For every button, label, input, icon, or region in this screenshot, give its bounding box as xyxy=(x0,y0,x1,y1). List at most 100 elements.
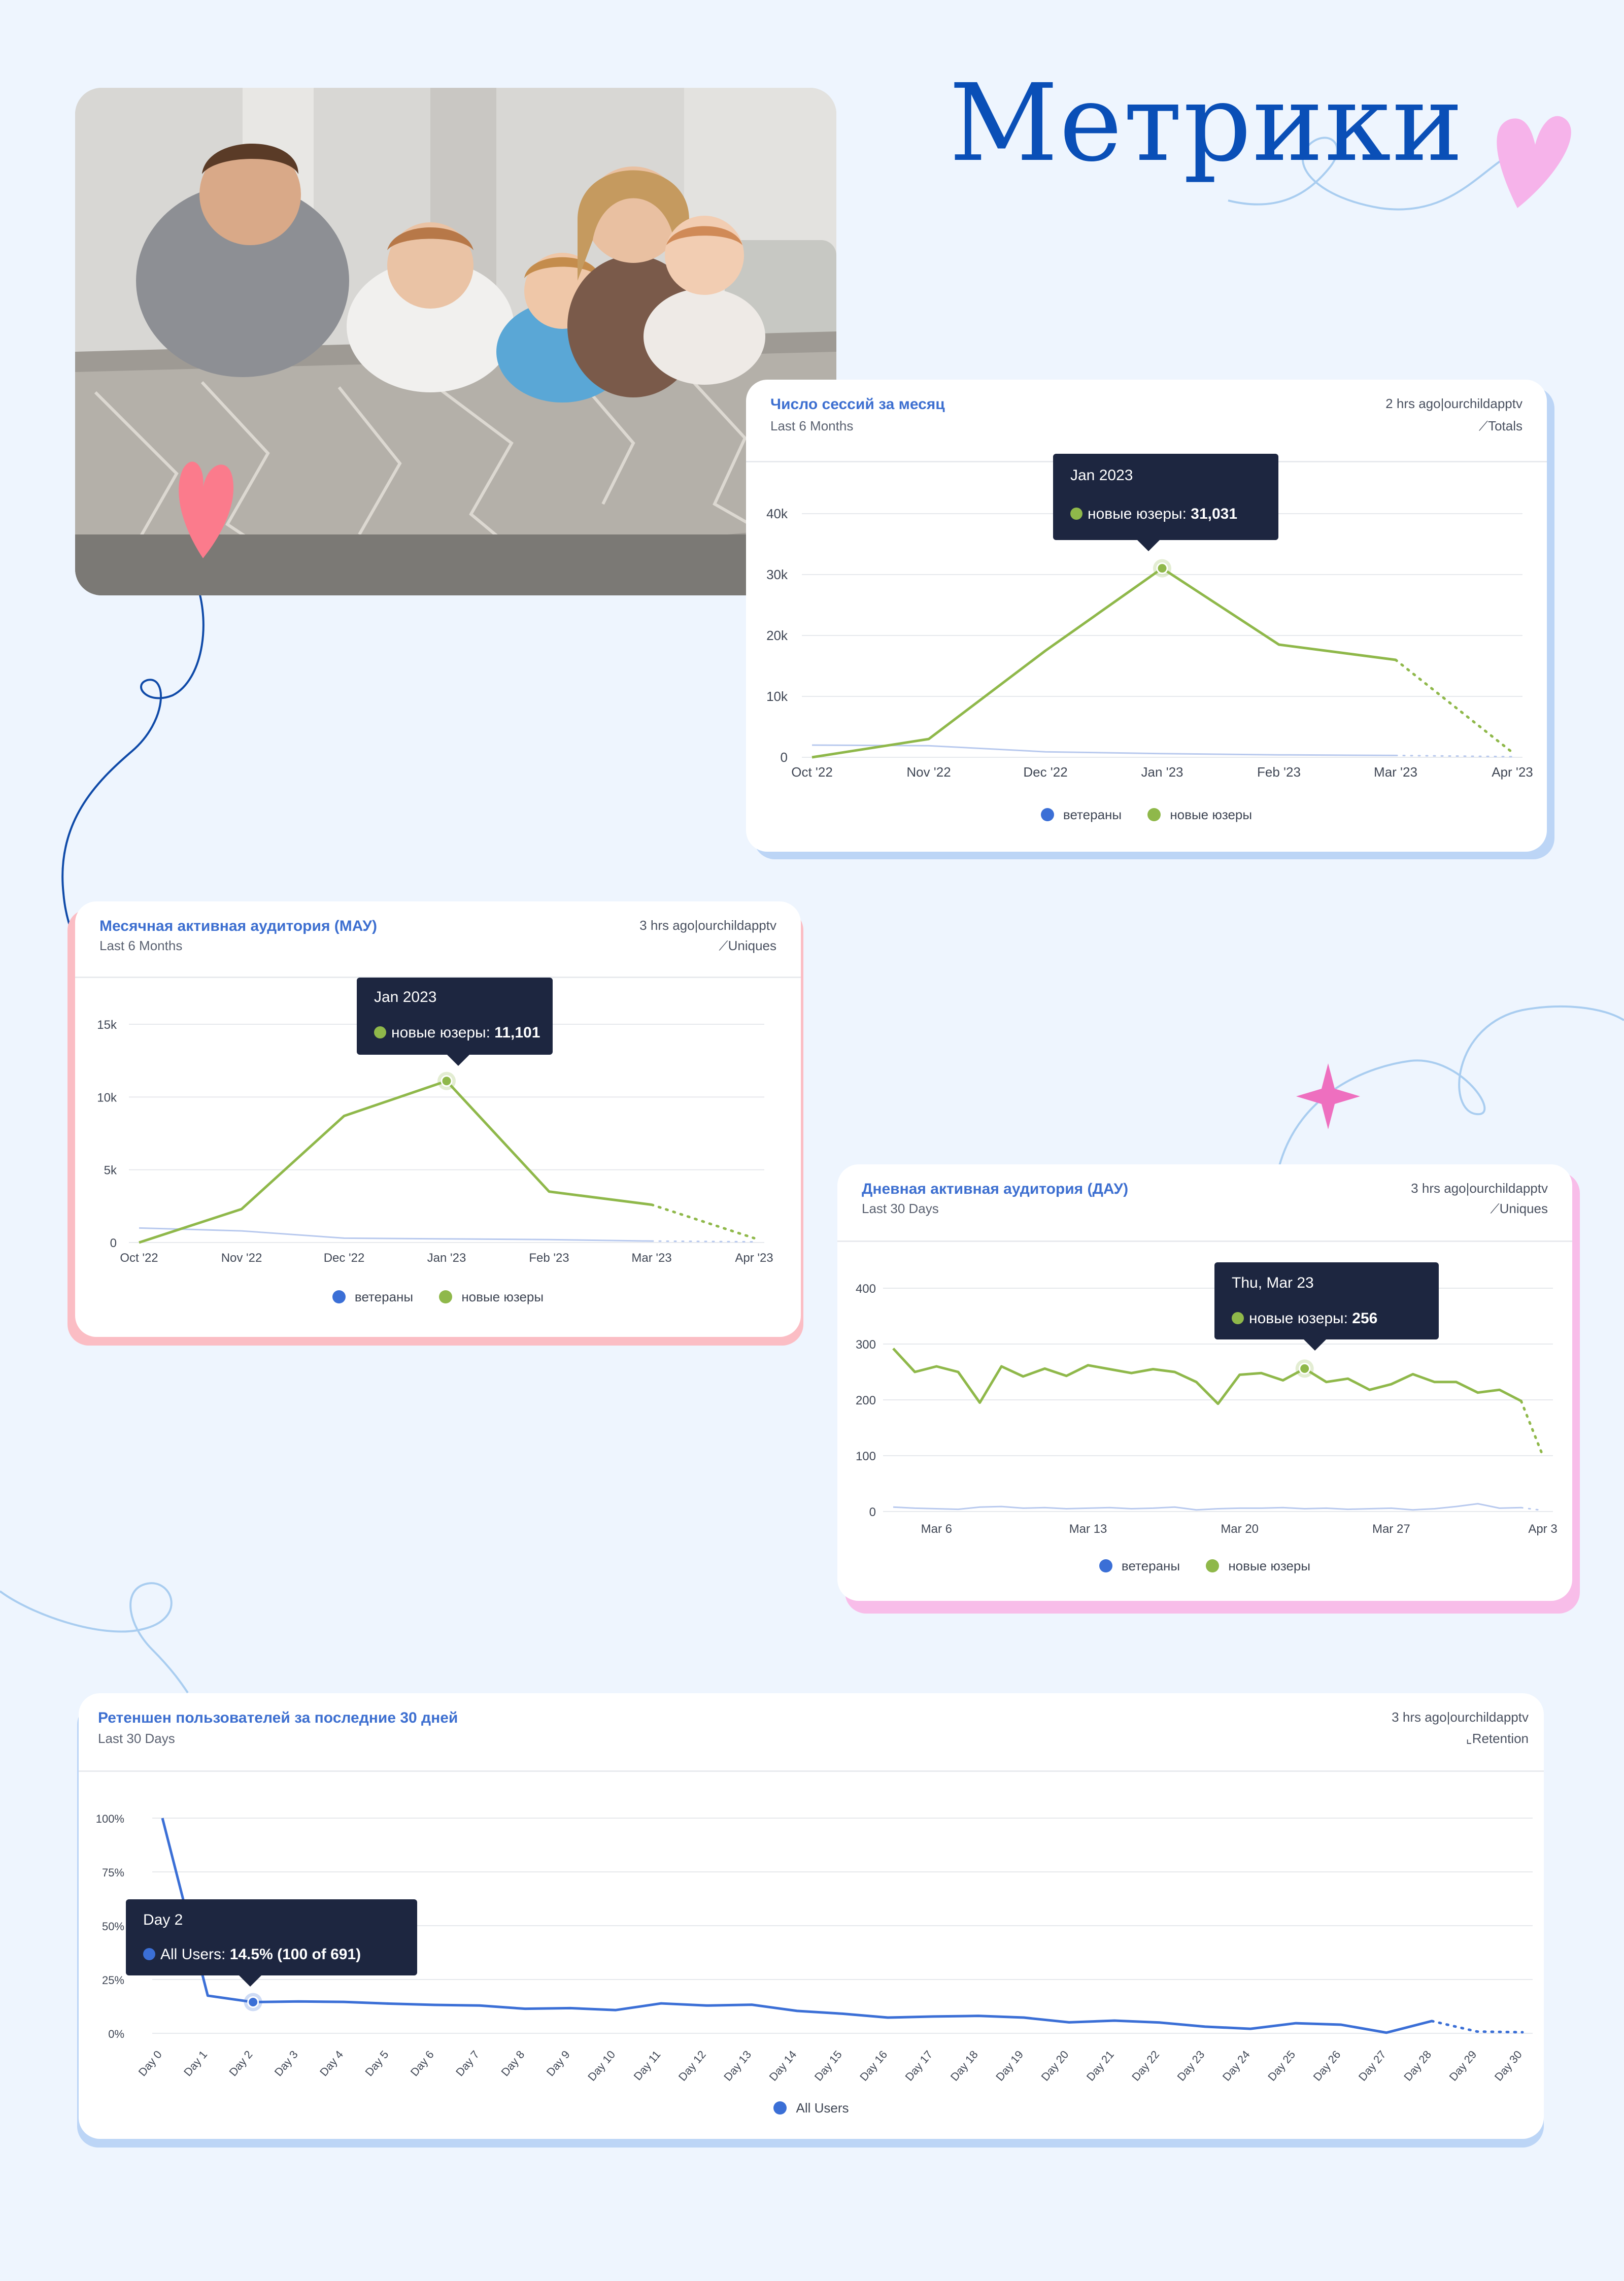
legend-item-veterans[interactable]: ветераны xyxy=(1099,1558,1180,1574)
y-tick-label: 0% xyxy=(108,2028,124,2040)
chart-mode[interactable]: ⌞Retention xyxy=(1466,1731,1529,1747)
heart-icon xyxy=(1497,116,1571,208)
line-chart-icon: ⟋ xyxy=(719,938,728,953)
page-title: Метрики xyxy=(949,61,1465,185)
series-line-incomplete xyxy=(651,1240,755,1243)
x-tick-label: Day 0 xyxy=(136,2048,164,2078)
chart-legend: ветераны новые юзеры xyxy=(746,807,1547,823)
x-tick-label: Day 14 xyxy=(767,2048,799,2083)
series-line-new-users xyxy=(811,567,1396,759)
chart-meta: 2 hrs ago|ourchildapptv xyxy=(1385,396,1522,411)
legend-dot-icon xyxy=(773,2101,787,2115)
mau-card: Месячная активная аудитория (МАУ) Last 6… xyxy=(75,901,801,1337)
decorative-swirl xyxy=(1228,137,1515,211)
legend-item-new-users[interactable]: новые юзеры xyxy=(439,1289,544,1305)
y-tick-label: 10k xyxy=(766,689,788,704)
tooltip-arrow xyxy=(1304,1339,1326,1351)
y-tick-label: 300 xyxy=(856,1338,876,1352)
y-tick-label: 10k xyxy=(97,1091,117,1104)
chart-subtitle: Last 6 Months xyxy=(99,938,183,953)
y-tick-label: 400 xyxy=(856,1282,876,1296)
series-line-new-users xyxy=(139,1080,652,1244)
chart-subtitle: Last 6 Months xyxy=(770,418,854,433)
y-tick-label: 100 xyxy=(856,1450,876,1463)
chart-title[interactable]: Месячная активная аудитория (МАУ) xyxy=(99,918,377,934)
heart-icon xyxy=(179,461,234,558)
x-tick-label: Day 8 xyxy=(498,2048,527,2078)
x-tick-label: Day 18 xyxy=(948,2048,980,2083)
x-tick-label: Mar 6 xyxy=(921,1522,952,1536)
legend-item-new-users[interactable]: новые юзеры xyxy=(1147,807,1252,823)
highlight-point xyxy=(1299,1362,1311,1374)
x-tick-label: Jan '23 xyxy=(1141,764,1183,780)
highlight-point xyxy=(441,1075,453,1087)
tooltip-value-row: новые юзеры: 11,101 xyxy=(374,1024,540,1042)
x-tick-label: Dec '22 xyxy=(324,1251,365,1265)
y-tick-label: 100% xyxy=(96,1813,124,1825)
x-tick-label: Mar 27 xyxy=(1372,1522,1410,1536)
x-tick-label: Mar '23 xyxy=(1374,764,1417,780)
chart-mode[interactable]: ⟋Uniques xyxy=(719,938,776,954)
chart-subtitle: Last 30 Days xyxy=(98,1731,175,1746)
x-tick-label: Day 9 xyxy=(544,2048,572,2078)
x-tick-label: Day 2 xyxy=(226,2048,255,2078)
x-tick-label: Oct '22 xyxy=(120,1251,158,1265)
x-tick-label: Day 30 xyxy=(1492,2048,1525,2083)
legend-item-all-users[interactable]: All Users xyxy=(773,2100,849,2116)
chart-title[interactable]: Число сессий за месяц xyxy=(770,396,945,413)
retention-icon: ⌞ xyxy=(1466,1731,1472,1746)
legend-dot-icon xyxy=(1206,1559,1220,1572)
series-dot-icon xyxy=(1070,508,1082,520)
x-tick-label: Mar 13 xyxy=(1069,1522,1107,1536)
legend-label: ветераны xyxy=(1121,1558,1180,1573)
legend-item-veterans[interactable]: ветераны xyxy=(1040,807,1122,823)
dau-line-chart: 0 100 200 300 400 Mar 6 Mar 13 Mar 20 Mar 27 Apr … xyxy=(856,1282,1558,1536)
sessions-line-chart: 0 10k 20k 30k 40k Oct '22 Nov '22 Dec '22 Jan '2… xyxy=(766,506,1533,780)
tooltip-header: Jan 2023 xyxy=(1070,467,1133,484)
x-tick-label: Dec '22 xyxy=(1023,764,1067,780)
y-tick-label: 75% xyxy=(102,1866,124,1879)
mode-label: Retention xyxy=(1472,1731,1529,1746)
y-tick-label: 25% xyxy=(102,1974,124,1987)
y-tick-label: 0 xyxy=(869,1505,876,1519)
retention-line-chart: 0% 25% 50% 75% 100% Day 0 Day 1 Day 2 Day 3 Day 4… xyxy=(96,1813,1533,2084)
card-header: Месячная активная аудитория (МАУ) Last 6… xyxy=(75,901,801,978)
x-tick-label: Day 15 xyxy=(812,2048,844,2083)
x-tick-label: Day 24 xyxy=(1220,2048,1253,2083)
legend-label: новые юзеры xyxy=(461,1289,544,1304)
chart-mode[interactable]: ⟋Totals xyxy=(1479,418,1522,434)
x-tick-label: Day 21 xyxy=(1084,2048,1116,2083)
x-tick-label: Day 23 xyxy=(1175,2048,1207,2083)
x-tick-label: Day 4 xyxy=(317,2048,346,2078)
chart-legend: ветераны новые юзеры xyxy=(837,1558,1572,1574)
series-dot-icon xyxy=(1232,1312,1244,1324)
tooltip-header: Jan 2023 xyxy=(374,989,437,1005)
chart-title[interactable]: Дневная активная аудитория (ДАУ) xyxy=(862,1181,1129,1197)
x-tick-label: Day 13 xyxy=(721,2048,754,2083)
legend-label: новые юзеры xyxy=(1228,1558,1311,1573)
x-tick-label: Day 26 xyxy=(1311,2048,1343,2083)
x-tick-label: Day 6 xyxy=(408,2048,436,2078)
line-chart-icon: ⟋ xyxy=(1490,1201,1500,1216)
series-line-veterans xyxy=(811,744,1396,756)
x-tick-label: Day 10 xyxy=(585,2048,618,2083)
x-tick-label: Day 5 xyxy=(362,2048,391,2078)
chart-mode[interactable]: ⟋Uniques xyxy=(1490,1201,1548,1217)
legend-label: новые юзеры xyxy=(1170,807,1253,822)
chart-title[interactable]: Ретеншен пользователей за последние 30 д… xyxy=(98,1709,458,1726)
x-tick-label: Apr '23 xyxy=(1492,764,1533,780)
x-tick-label: Day 29 xyxy=(1447,2048,1479,2083)
legend-item-new-users[interactable]: новые юзеры xyxy=(1206,1558,1310,1574)
tooltip-label: новые юзеры: xyxy=(1088,506,1191,522)
star-icon xyxy=(1296,1063,1360,1129)
mode-label: Uniques xyxy=(1499,1201,1548,1216)
mode-label: Uniques xyxy=(728,938,776,953)
x-tick-label: Oct '22 xyxy=(791,764,833,780)
legend-item-veterans[interactable]: ветераны xyxy=(332,1289,413,1305)
legend-dot-icon xyxy=(1099,1559,1112,1572)
tooltip-value: 31,031 xyxy=(1191,506,1238,522)
x-tick-label: Day 20 xyxy=(1039,2048,1071,2083)
legend-label: ветераны xyxy=(1063,807,1122,822)
tooltip-value-row: новые юзеры: 31,031 xyxy=(1070,506,1237,523)
y-tick-label: 200 xyxy=(856,1394,876,1407)
